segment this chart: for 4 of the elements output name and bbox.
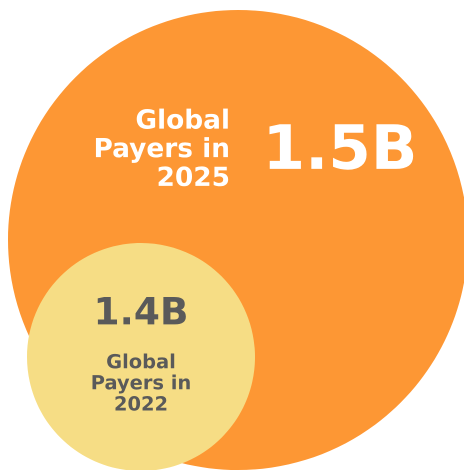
data-label: 1.4B — [98, 297, 186, 324]
category-label: Global Payers in 2022 — [92, 353, 190, 411]
category-label: Global Payers in 2025 — [96, 108, 228, 186]
data-label: 1.5B — [269, 124, 414, 170]
